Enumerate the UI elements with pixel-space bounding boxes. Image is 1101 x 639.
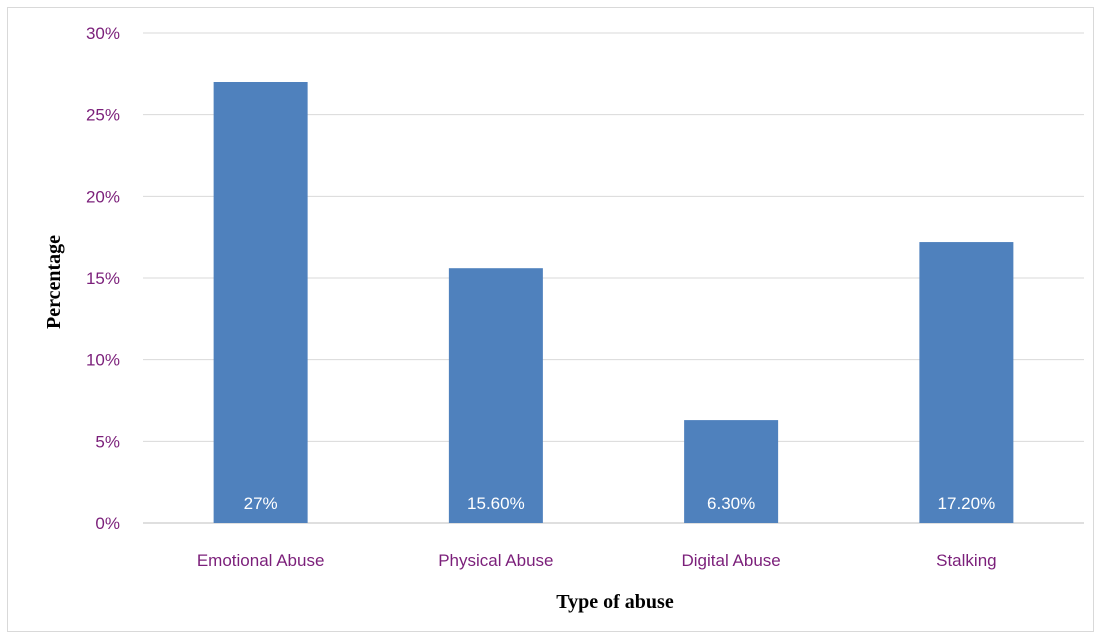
bar (448, 268, 543, 523)
y-tick-label: 20% (86, 187, 120, 206)
y-tick-label: 10% (86, 351, 120, 370)
bar (919, 242, 1014, 524)
category-label: Stalking (936, 551, 996, 570)
category-label: Physical Abuse (438, 551, 553, 570)
x-axis-title: Type of abuse (556, 591, 674, 613)
data-label: 27% (244, 494, 278, 513)
y-tick-label: 15% (86, 269, 120, 288)
category-label: Emotional Abuse (197, 551, 325, 570)
y-tick-label: 5% (95, 432, 120, 451)
data-label: 15.60% (467, 494, 525, 513)
x-axis-categories: Emotional Abuse Physical Abuse Digital Abu… (197, 551, 997, 570)
y-tick-label: 0% (95, 514, 120, 533)
bar (684, 420, 779, 523)
chart-frame (7, 7, 1094, 632)
data-label: 17.20% (938, 494, 996, 513)
y-tick-label: 25% (86, 106, 120, 125)
bar (213, 82, 308, 523)
bars (213, 82, 1014, 524)
y-axis-title: Percentage (43, 235, 65, 329)
y-tick-label: 30% (86, 24, 120, 43)
data-label: 6.30% (707, 494, 755, 513)
y-axis-ticks: 0% 5% 10% 15% 20% 25% 30% (86, 24, 120, 533)
category-label: Digital Abuse (682, 551, 781, 570)
data-labels: 27% 15.60% 6.30% 17.20% (244, 494, 996, 513)
